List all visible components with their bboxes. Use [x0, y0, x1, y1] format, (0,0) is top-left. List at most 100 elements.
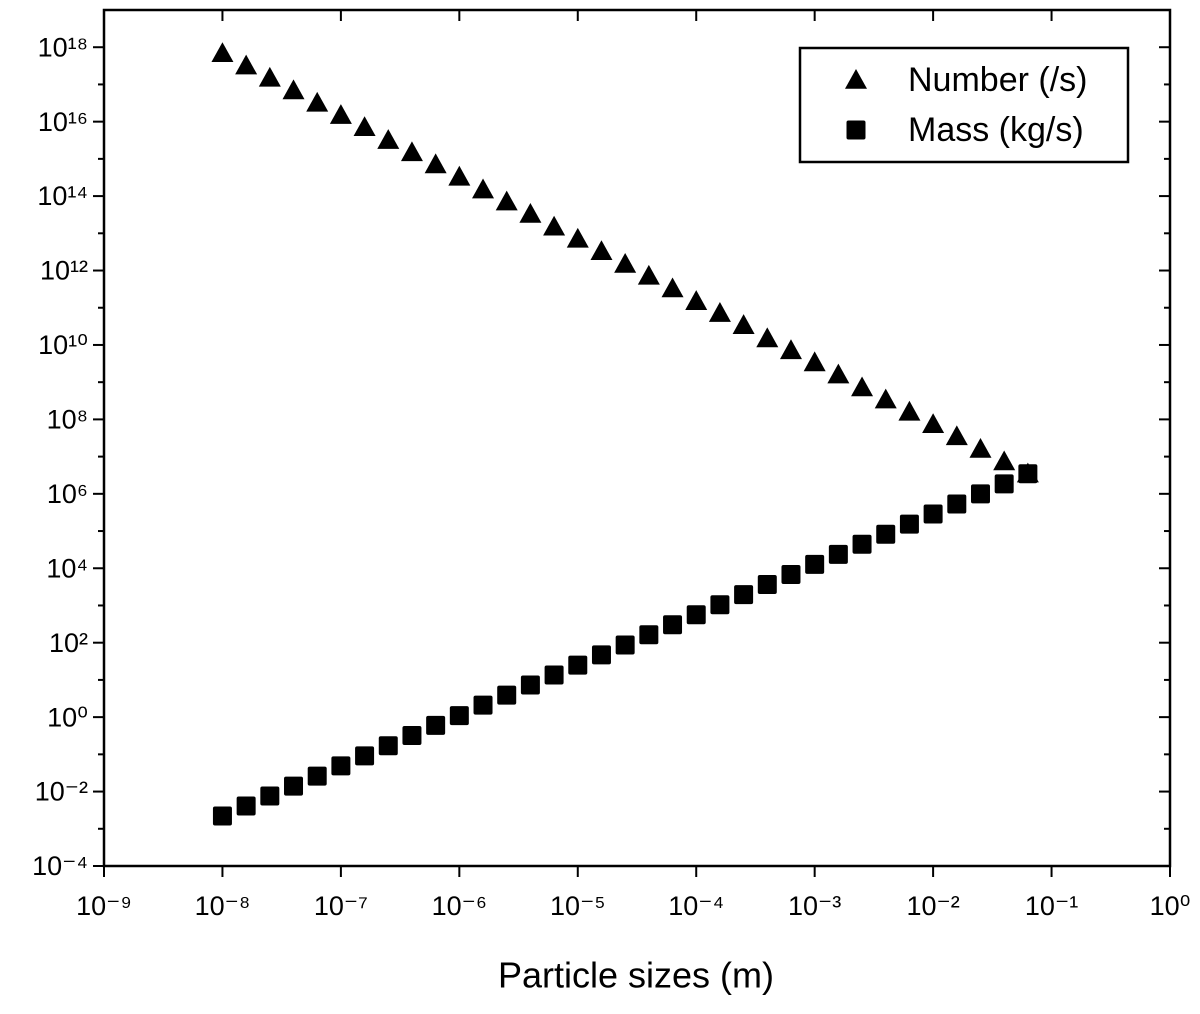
data-point [898, 400, 921, 421]
data-point [400, 141, 423, 162]
data-point [732, 314, 755, 334]
legend-label: Mass (kg/s) [908, 111, 1084, 149]
y-tick-label: 10¹⁴ [37, 181, 88, 211]
data-point [568, 655, 588, 675]
data-point [779, 339, 802, 360]
data-point [497, 685, 517, 705]
data-point [757, 575, 777, 595]
data-point [426, 715, 446, 735]
data-point [827, 363, 850, 384]
x-tick-label: 10⁻¹ [1025, 891, 1078, 921]
data-point [331, 756, 351, 776]
y-tick-label: 10⁶ [47, 479, 88, 509]
data-point [235, 54, 258, 75]
data-point [307, 766, 327, 786]
data-point [1018, 464, 1038, 484]
y-tick-label: 10⁻⁴ [32, 851, 88, 881]
y-tick-label: 10¹⁰ [38, 330, 88, 360]
data-point [236, 796, 256, 816]
data-point [306, 91, 329, 112]
data-point [543, 215, 566, 236]
y-tick-label: 10⁸ [47, 405, 88, 435]
data-point [495, 190, 518, 211]
x-tick-label: 10⁻⁵ [550, 891, 605, 921]
y-tick-label: 10⁻² [35, 777, 88, 807]
x-tick-label: 10⁻³ [788, 891, 841, 921]
data-point [615, 635, 635, 655]
plot-frame [102, 8, 1172, 868]
data-point [994, 474, 1014, 494]
data-point [945, 425, 968, 446]
y-tick-label: 10¹² [40, 256, 88, 286]
y-tick-label: 10² [49, 628, 88, 658]
y-tick-label: 10¹⁶ [38, 107, 88, 137]
y-tick-label: 10⁴ [46, 553, 88, 583]
data-point [520, 675, 540, 695]
legend-box [798, 46, 1130, 164]
data-point [970, 484, 990, 504]
x-tick-label: 10⁻² [906, 891, 959, 921]
data-point [661, 277, 684, 298]
x-tick-label: 10⁻⁶ [432, 891, 487, 921]
x-tick-label: 10⁻⁴ [668, 891, 724, 921]
data-point [402, 726, 422, 746]
data-point [803, 351, 826, 372]
x-tick-label: 10⁻⁹ [76, 891, 132, 921]
x-axis-title: Particle sizes (m) [498, 955, 774, 996]
data-point [282, 79, 305, 100]
data-point [663, 615, 683, 635]
data-point [734, 585, 754, 605]
data-point [993, 450, 1016, 471]
data-point [424, 153, 447, 174]
data-point [378, 736, 398, 756]
data-point [637, 264, 660, 285]
data-point [544, 665, 564, 685]
x-tick-label: 10⁰ [1150, 891, 1191, 921]
x-tick-label: 10⁻⁸ [195, 891, 251, 921]
y-tick-label: 10¹⁸ [38, 32, 88, 62]
data-point [639, 625, 659, 645]
data-point [923, 504, 943, 524]
data-point [876, 524, 896, 544]
y-tick-label: 10⁰ [47, 702, 88, 732]
data-point [212, 806, 232, 826]
x-tick-label: 10⁻⁷ [314, 891, 368, 921]
data-point [851, 376, 874, 397]
data-point [922, 413, 945, 434]
data-point [284, 776, 304, 796]
data-point [805, 554, 825, 574]
data-point [590, 240, 613, 261]
data-point [472, 178, 495, 199]
data-point [473, 695, 493, 715]
legend-marker [845, 69, 867, 89]
legend-label: Number (/s) [908, 61, 1087, 99]
data-point [708, 302, 731, 322]
data-point [260, 786, 280, 806]
data-point [828, 544, 848, 564]
data-point [756, 327, 779, 348]
data-point [874, 388, 897, 409]
data-point [448, 165, 471, 186]
data-point [355, 746, 375, 766]
data-point [377, 129, 400, 149]
data-point [211, 42, 234, 63]
data-point [614, 252, 637, 273]
legend-marker [846, 120, 866, 140]
data-point [710, 595, 730, 615]
data-point [686, 605, 706, 625]
data-point [258, 66, 281, 87]
data-point [329, 104, 352, 124]
data-point [591, 645, 611, 665]
data-point [519, 203, 542, 223]
data-point [449, 706, 469, 726]
data-point [781, 564, 801, 584]
data-point [566, 227, 589, 248]
data-point [899, 514, 919, 534]
data-point [353, 116, 376, 136]
data-point [685, 290, 708, 310]
data-point [969, 438, 992, 458]
data-point [852, 534, 872, 554]
data-point [947, 494, 967, 514]
